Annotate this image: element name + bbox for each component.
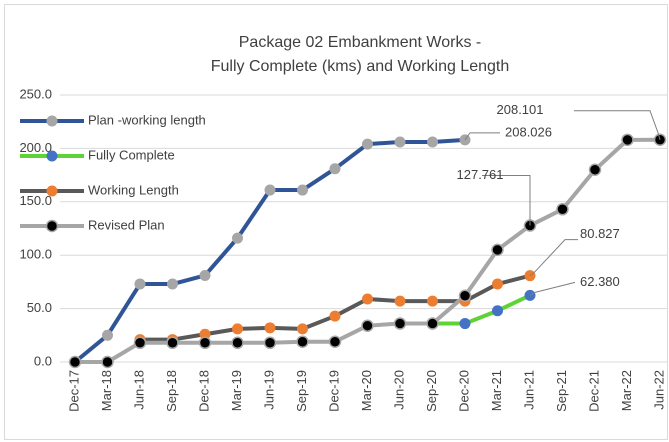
x-tick-label: Mar-21 [489, 370, 504, 411]
leader-line [464, 132, 500, 141]
x-tick-label: Jun-19 [261, 370, 276, 410]
leader-line [529, 281, 576, 296]
marker [167, 278, 178, 290]
y-tick-label: 100.0 [19, 247, 52, 262]
data-label: 208.101 [497, 102, 544, 117]
marker [264, 322, 276, 334]
x-tick-label: Dec-18 [196, 370, 211, 412]
marker [199, 328, 211, 340]
marker [231, 336, 244, 350]
marker [427, 136, 438, 148]
marker [232, 323, 243, 335]
x-tick-label: Mar-18 [99, 370, 114, 411]
x-tick-label: Mar-22 [619, 370, 634, 411]
data-label: 127.761 [457, 167, 504, 182]
leader-line [482, 175, 531, 226]
leader-line [574, 110, 661, 140]
y-tick-label: 0.0 [34, 353, 52, 368]
x-tick-label: Jun-22 [651, 370, 666, 410]
marker [134, 278, 146, 290]
x-tick-label: Dec-17 [66, 370, 81, 412]
x-tick-label: Sep-19 [294, 370, 309, 412]
marker [362, 293, 373, 305]
x-tick-label: Sep-21 [554, 370, 569, 412]
marker [491, 243, 504, 257]
legend-marker [46, 115, 58, 127]
marker [621, 133, 634, 147]
legend-marker [45, 219, 59, 233]
marker [458, 289, 472, 303]
marker [492, 305, 503, 317]
marker [426, 317, 439, 330]
x-tick-label: Mar-20 [359, 370, 374, 411]
marker [101, 355, 114, 369]
legend-marker [46, 185, 58, 197]
x-tick-label: Jun-21 [521, 370, 536, 410]
y-tick-label: 150.0 [19, 193, 52, 208]
y-tick-label: 50.0 [27, 300, 52, 315]
data-label: 80.827 [580, 226, 620, 241]
legend-label: Plan -working length [88, 112, 206, 127]
marker [393, 317, 407, 330]
data-label: 62.380 [580, 274, 620, 289]
x-tick-label: Jun-20 [391, 370, 406, 410]
marker [492, 278, 503, 290]
marker [588, 163, 602, 177]
marker [328, 335, 342, 348]
marker [102, 329, 113, 341]
legend-label: Fully Complete [88, 147, 175, 162]
chart-frame [4, 4, 668, 440]
marker [329, 163, 341, 175]
marker [263, 336, 277, 350]
marker [362, 138, 373, 150]
marker [329, 310, 341, 322]
chart-title: Fully Complete (kms) and Working Length [211, 58, 510, 75]
marker [199, 269, 211, 281]
marker [361, 319, 374, 332]
marker [68, 355, 82, 369]
legend-label: Revised Plan [88, 217, 165, 232]
x-tick-label: Dec-21 [586, 370, 601, 412]
marker [296, 335, 309, 348]
x-tick-label: Sep-18 [164, 370, 179, 412]
x-tick-label: Dec-20 [456, 370, 471, 412]
marker [232, 232, 243, 244]
marker [133, 336, 147, 350]
x-tick-label: Jun-18 [131, 370, 146, 410]
y-tick-label: 250.0 [19, 86, 52, 101]
marker [459, 318, 471, 330]
x-tick-label: Mar-19 [229, 370, 244, 411]
leader-line [529, 239, 578, 277]
x-tick-label: Dec-19 [326, 370, 341, 412]
marker [264, 184, 276, 196]
data-label: 208.026 [505, 124, 552, 139]
x-tick-label: Sep-20 [424, 370, 439, 412]
chart-title: Package 02 Embankment Works - [239, 34, 481, 51]
y-tick-label: 200.0 [19, 140, 52, 155]
legend-label: Working Length [88, 182, 179, 197]
series-line [432, 293, 531, 326]
marker [198, 336, 212, 350]
marker [394, 295, 406, 307]
marker [297, 184, 308, 196]
marker [556, 203, 569, 216]
marker [394, 136, 406, 148]
marker [427, 295, 438, 307]
marker [166, 336, 179, 350]
legend-marker [46, 150, 58, 162]
marker [297, 323, 308, 335]
